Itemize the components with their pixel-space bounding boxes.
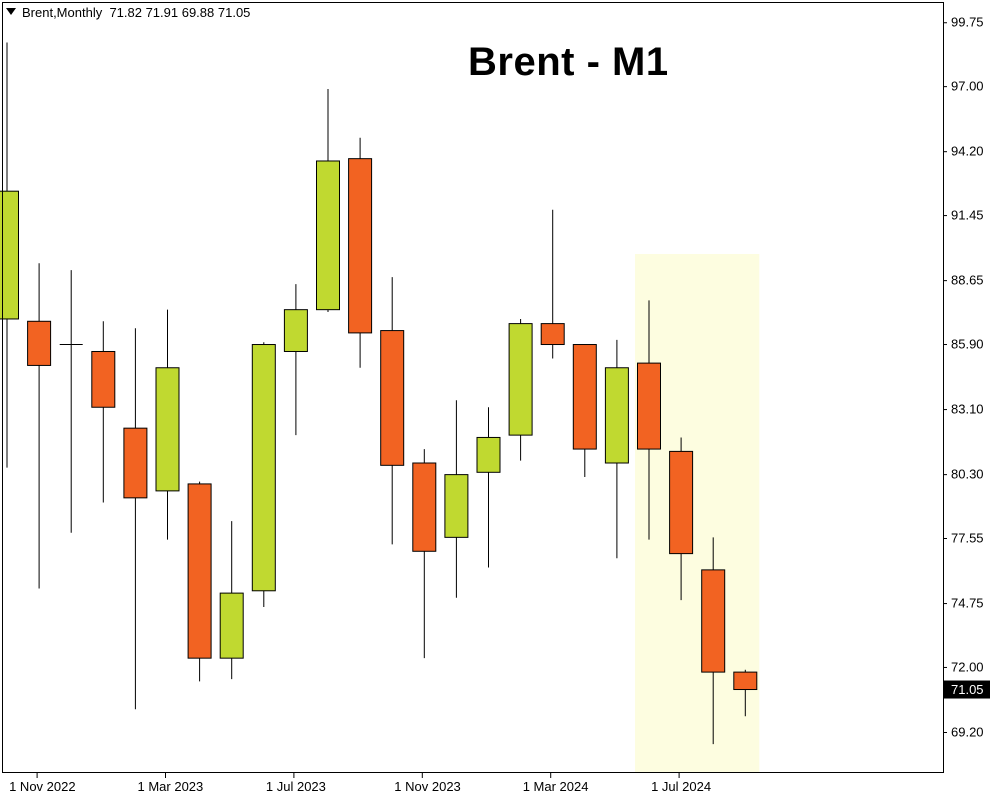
y-tick-label: 97.00 <box>951 79 984 94</box>
candle-2024-07[interactable] <box>669 437 694 601</box>
candle-body-bear <box>637 362 661 450</box>
candle-body-bear <box>540 323 565 346</box>
candle-body-bear <box>669 450 694 555</box>
candle-body-bear <box>348 158 373 334</box>
candle-2024-01[interactable] <box>476 407 501 568</box>
candle-2023-02[interactable] <box>123 328 148 710</box>
candle-2024-08[interactable] <box>701 537 726 745</box>
plot-frame <box>2 2 944 773</box>
symbol-label: Brent,Monthly <box>22 5 103 20</box>
candle-body-bear <box>572 344 597 450</box>
candle-2022-12[interactable] <box>59 270 83 533</box>
candle-body-bull <box>604 367 629 464</box>
candle-body-bear <box>701 569 726 673</box>
x-tick-label: 1 Mar 2023 <box>138 779 204 794</box>
candle-body-bull <box>251 344 276 592</box>
x-tick-label: 1 Mar 2024 <box>523 779 589 794</box>
candle-body-bull <box>508 323 533 436</box>
y-tick-label: 85.90 <box>951 337 984 352</box>
candle-body-bear <box>733 671 758 691</box>
candle-2024-05[interactable] <box>604 339 629 559</box>
candle-2023-05[interactable] <box>219 521 244 680</box>
candle-body-bull <box>283 309 308 352</box>
candle-2024-06[interactable] <box>637 300 661 540</box>
candle-2023-01[interactable] <box>91 321 116 503</box>
candle-body-bull <box>219 592 244 659</box>
y-tick-label: 69.20 <box>951 725 984 740</box>
candle-2022-10[interactable] <box>0 42 19 468</box>
candle-2023-11[interactable] <box>412 449 437 659</box>
candle-2023-09[interactable] <box>348 137 373 368</box>
y-tick-label: 83.10 <box>951 402 984 417</box>
candle-body-bull <box>155 367 180 492</box>
candle-2023-04[interactable] <box>187 481 212 682</box>
y-tick-label: 88.65 <box>951 273 984 288</box>
candle-2023-08[interactable] <box>316 88 340 312</box>
chart-title: Brent - M1 <box>468 40 669 84</box>
candle-body-bull <box>0 190 19 320</box>
candle-2023-10[interactable] <box>380 277 405 545</box>
candle-body-bull <box>444 474 469 538</box>
x-tick-label: 1 Nov 2023 <box>394 779 461 794</box>
current-price-label: 71.05 <box>951 682 984 697</box>
x-tick-label: 1 Jul 2024 <box>651 779 711 794</box>
y-tick-label: 94.20 <box>951 144 984 159</box>
x-tick-label: 1 Nov 2022 <box>9 779 76 794</box>
highlight-region <box>635 254 760 772</box>
candle-2023-06[interactable] <box>251 342 276 608</box>
candle-2022-11[interactable] <box>27 263 52 589</box>
dropdown-triangle-icon[interactable] <box>6 8 16 15</box>
y-tick-label: 77.55 <box>951 531 984 546</box>
candle-body-bear <box>27 320 52 366</box>
x-tick-label: 1 Jul 2023 <box>266 779 326 794</box>
candle-2024-03[interactable] <box>540 209 565 359</box>
chart-header: Brent,Monthly 71.82 71.91 69.88 71.05 <box>6 5 250 20</box>
candle-body-bear <box>123 427 148 499</box>
candle-body-bear <box>187 483 212 659</box>
y-tick-label: 72.00 <box>951 659 984 674</box>
candle-body-bear <box>380 330 405 466</box>
y-tick-label: 91.45 <box>951 208 984 223</box>
candle-2023-07[interactable] <box>283 284 308 436</box>
y-tick-label: 99.75 <box>951 15 984 30</box>
candle-body-bear <box>91 350 116 408</box>
ohlc-values: 71.82 71.91 69.88 71.05 <box>109 5 251 20</box>
current-price-tag <box>944 680 990 699</box>
candle-2023-12[interactable] <box>444 400 469 598</box>
y-tick-label: 74.75 <box>951 596 984 611</box>
candle-2024-02[interactable] <box>508 318 533 461</box>
candle-body-bear <box>412 462 437 552</box>
candle-2023-03[interactable] <box>155 309 180 540</box>
candle-body-bull <box>476 436 501 473</box>
candle-body-bull <box>316 160 340 311</box>
y-tick-label: 80.30 <box>951 467 984 482</box>
candle-2024-04[interactable] <box>572 344 597 477</box>
candle-2024-09[interactable] <box>733 669 758 717</box>
